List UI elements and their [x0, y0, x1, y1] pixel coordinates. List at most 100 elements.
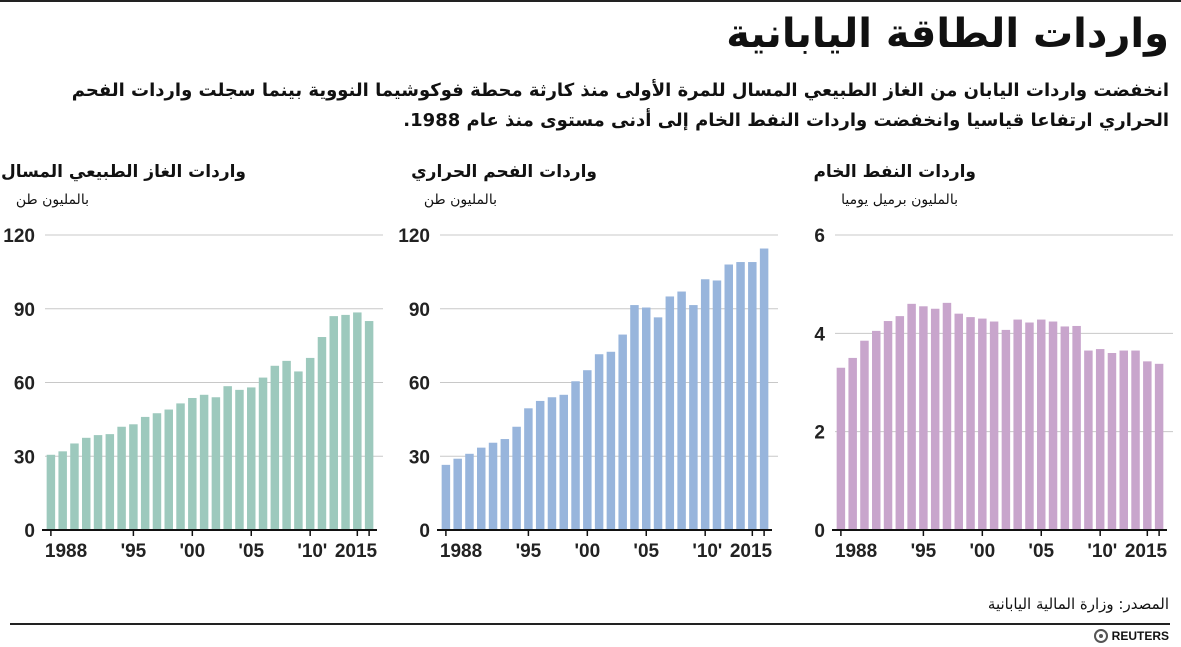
x-tick-label: '05 — [238, 541, 264, 562]
bar-1990 — [70, 443, 79, 530]
bar-2011 — [712, 280, 722, 530]
y-tick-label: 0 — [814, 521, 825, 542]
bar-1992 — [883, 321, 893, 530]
bar-1999 — [571, 381, 580, 530]
x-tick-label: '95 — [516, 541, 542, 562]
bar-1990 — [465, 453, 474, 530]
bar-2010 — [305, 357, 315, 530]
bar-1997 — [942, 302, 952, 530]
bar-1997 — [152, 413, 162, 530]
chart-unit-oil: بالمليون برميل يوميا — [841, 192, 958, 208]
bar-2013 — [736, 262, 745, 530]
bar-2005 — [642, 307, 651, 530]
bar-2006 — [1048, 321, 1058, 530]
x-tick-label: 1988 — [440, 541, 482, 562]
bar-2015 — [364, 321, 374, 530]
brand-label: REUTERS — [1111, 629, 1169, 643]
bar-1994 — [512, 426, 521, 530]
page-subtitle: انخفضت واردات اليابان من الغاز الطبيعي ا… — [71, 80, 1169, 131]
bar-1991 — [872, 330, 881, 530]
bar-2000 — [978, 318, 987, 530]
y-tick-label: 30 — [409, 447, 430, 468]
bar-1991 — [82, 437, 91, 530]
bar-2008 — [677, 291, 686, 530]
bar-2000 — [583, 370, 592, 530]
bar-1999 — [966, 317, 975, 530]
bar-2011 — [317, 337, 327, 530]
x-tick-label: 2015 — [730, 541, 773, 562]
x-tick-label: '10 — [1087, 541, 1113, 562]
x-tick-label: '10 — [692, 541, 718, 562]
y-tick-label: 90 — [14, 300, 35, 321]
y-tick-label: 60 — [14, 374, 35, 395]
bar-2005 — [1037, 319, 1046, 530]
y-tick-label: 120 — [398, 226, 430, 247]
brand-logo: REUTERS — [1093, 629, 1169, 643]
bar-1993 — [895, 316, 905, 530]
y-tick-label: 6 — [814, 226, 825, 247]
x-tick-label: '05 — [1028, 541, 1054, 562]
bar-1995 — [129, 424, 138, 530]
chart-unit-lng: بالمليون طن — [15, 192, 89, 208]
bar-1992 — [488, 442, 498, 530]
bottom-rule — [10, 623, 1170, 625]
bar-1989 — [848, 357, 857, 530]
bar-2004 — [630, 305, 639, 530]
x-tick-label: '05 — [633, 541, 659, 562]
bar-2006 — [258, 377, 268, 530]
y-tick-label: 120 — [3, 226, 35, 247]
bar-1994 — [907, 303, 916, 530]
bar-2008 — [1072, 325, 1081, 530]
bar-2009 — [1084, 350, 1093, 530]
bar-1998 — [954, 313, 963, 530]
x-tick-label: ' — [1113, 541, 1118, 562]
bar-2007 — [665, 296, 675, 530]
bar-2014 — [353, 312, 362, 530]
bar-2010 — [1095, 349, 1105, 530]
chart-title-lng: واردات الغاز الطبيعي المسال — [0, 162, 246, 182]
bar-1990 — [860, 340, 869, 530]
reuters-logo-icon — [1093, 629, 1108, 643]
bar-1998 — [559, 394, 568, 530]
bar-1988 — [441, 464, 451, 530]
chart-unit-coal: بالمليون طن — [423, 192, 497, 208]
bar-1999 — [176, 403, 185, 530]
source-note: المصدر: وزارة المالية اليابانية — [987, 595, 1169, 613]
y-tick-label: 4 — [814, 324, 825, 345]
x-tick-label: '10 — [297, 541, 323, 562]
bar-2004 — [1025, 322, 1034, 530]
chart-lng: 0 30 60 90 120 1988 '95 '00 '05 '10 ' 2015 — [3, 226, 383, 562]
bar-2013 — [1131, 350, 1140, 530]
bar-2005 — [247, 387, 256, 530]
x-tick-label: ' — [718, 541, 723, 562]
bar-2008 — [282, 360, 291, 530]
bar-2009 — [294, 371, 303, 530]
bar-2003 — [618, 334, 627, 530]
bar-2015 — [759, 248, 769, 531]
y-tick-label: 0 — [419, 521, 430, 542]
page-title: واردات الطاقة اليابانية — [726, 11, 1169, 57]
chart-title-coal: واردات الفحم الحراري — [411, 162, 597, 182]
x-tick-label: 2015 — [335, 541, 378, 562]
chart-oil: 0 2 4 6 1988 '95 '00 '05 '10 ' 2015 — [814, 226, 1173, 562]
bar-2015 — [1154, 363, 1164, 530]
chart-title-oil: واردات النفط الخام — [813, 162, 976, 182]
bar-2014 — [1143, 361, 1152, 530]
bar-1995 — [524, 408, 533, 530]
x-tick-label: 1988 — [835, 541, 877, 562]
bar-1996 — [930, 308, 940, 530]
bar-2013 — [341, 314, 350, 530]
bar-2009 — [689, 305, 698, 530]
bar-2011 — [1107, 353, 1117, 530]
x-tick-label: '00 — [574, 541, 600, 562]
bar-1989 — [453, 458, 462, 530]
bar-2002 — [1001, 329, 1011, 530]
bar-1996 — [140, 416, 150, 530]
bar-1989 — [58, 451, 67, 530]
bar-2012 — [329, 316, 338, 530]
x-tick-label: '95 — [121, 541, 147, 562]
bar-1993 — [500, 439, 510, 530]
bar-1994 — [117, 426, 126, 530]
bar-2003 — [1013, 319, 1022, 530]
bar-1988 — [46, 454, 56, 530]
